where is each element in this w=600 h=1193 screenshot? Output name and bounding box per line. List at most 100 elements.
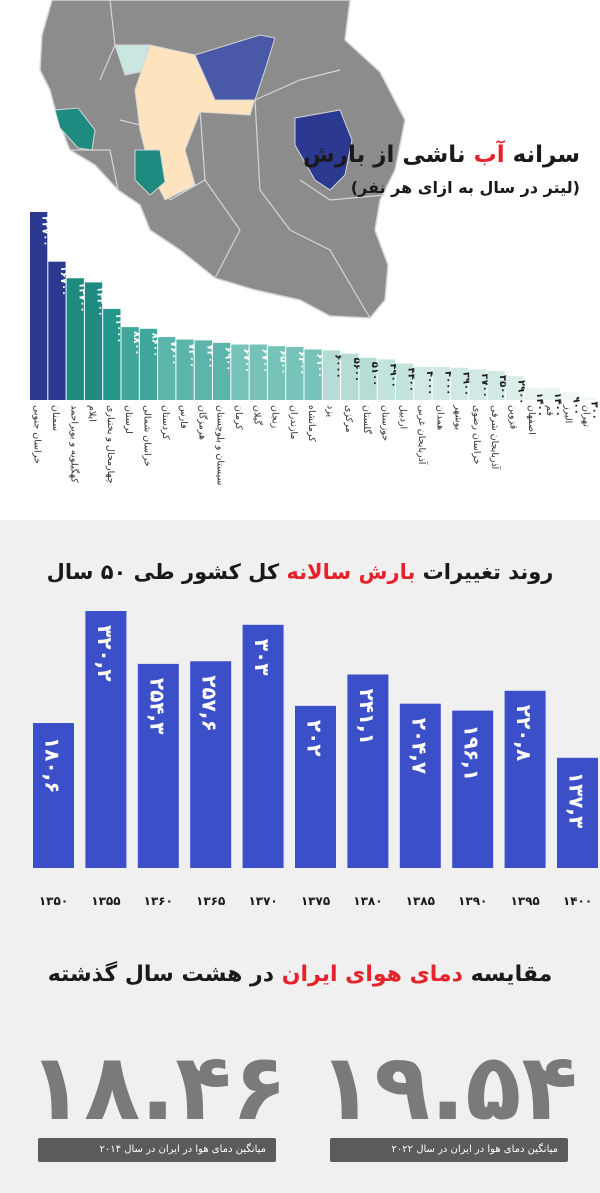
rainfall-year-label: ۱۳۹۰	[458, 894, 487, 908]
province-value-label: ۶۷۰۰	[241, 349, 252, 373]
province-value-label: ۱۴۰۰	[552, 392, 563, 416]
province-bar	[450, 367, 469, 400]
province-bar	[231, 344, 249, 400]
province-category-label: گیلان	[251, 405, 263, 426]
province-value-label: ۳۰۰	[589, 402, 600, 420]
province-value-label: ۳۹۰۰	[461, 372, 472, 396]
province-value-label: ۱۴۲۰۰	[95, 286, 106, 317]
rainfall-year-label: ۱۳۶۵	[196, 894, 225, 908]
province-bar	[377, 359, 395, 400]
province-bar	[213, 342, 231, 400]
province-value-label: ۸۸۰۰	[131, 331, 142, 355]
region-kohgiluyeh	[134, 149, 166, 196]
rainfall-year-label: ۱۳۸۰	[353, 894, 382, 908]
provinces-panel: سرانه آب ناشی از بارش (لیتر در سال به از…	[0, 0, 600, 520]
province-value-label: ۱۶۷۰۰	[58, 266, 69, 297]
rainfall-value-label: ۳۲۰,۲	[93, 625, 117, 681]
province-category-label: کرمان	[233, 405, 244, 430]
province-category-label: مازندران	[288, 405, 299, 439]
province-category-label: بوشهر	[453, 404, 464, 430]
province-category-label: تهران	[581, 405, 592, 427]
province-category-label: آذربایجان غربی	[416, 405, 429, 465]
rainfall-year-label: ۱۳۵۰	[39, 894, 68, 908]
province-category-label: آذربایجان شرقی	[489, 405, 502, 470]
province-bar	[121, 327, 139, 400]
temperature-2022-caption: میانگین دمای هوا در ایران در سال ۲۰۲۲	[330, 1138, 568, 1162]
province-category-label: کردستان	[160, 405, 171, 440]
region-south-khorasan	[294, 109, 353, 191]
province-category-label: خراسان جنوبی	[32, 405, 43, 464]
province-value-label: ۶۰۰۰	[332, 354, 343, 378]
rainfall-year-label: ۱۳۹۵	[510, 894, 539, 908]
province-category-label: لرستان	[123, 405, 134, 434]
rainfall-value-label: ۲۲۰,۸	[512, 705, 536, 761]
province-bar	[432, 366, 450, 400]
province-bar	[176, 339, 194, 400]
rainfall-bar	[399, 703, 441, 868]
province-category-label: همدان	[434, 405, 445, 430]
rainfall-value-label: ۲۰۲	[303, 720, 327, 757]
rainfall-bar	[295, 705, 336, 868]
province-category-label: مرکزی	[343, 405, 354, 433]
province-bar	[267, 346, 286, 400]
temperature-2014-caption: میانگین دمای هوا در ایران در سال ۲۰۱۴	[38, 1138, 276, 1162]
province-bar	[341, 353, 359, 400]
province-value-label: ۲۲۷۰۰	[40, 216, 51, 247]
temperature-2022-value: ۱۹.۵۴	[318, 1034, 580, 1141]
rainfall-bar	[557, 757, 598, 868]
rainfall-year-label: ۱۳۵۵	[91, 894, 120, 908]
rainfall-year-label: ۱۳۷۵	[301, 894, 330, 908]
province-bar	[487, 371, 505, 400]
province-value-label: ۹۰۰	[570, 397, 581, 415]
rainfall-bar	[137, 663, 179, 868]
province-bar	[66, 278, 84, 400]
rainfall-bar	[347, 674, 389, 868]
province-category-label: کهگیلویه و بویراحمد	[68, 405, 80, 483]
province-bar	[469, 369, 487, 400]
province-value-label: ۷۳۰۰	[186, 344, 197, 368]
province-value-label: ۲۹۰۰	[515, 380, 526, 404]
province-category-label: البرز	[562, 404, 573, 423]
province-category-label: سیستان و بلوچستان	[215, 405, 226, 485]
rainfall-bar	[242, 624, 284, 868]
region-semnan	[194, 34, 276, 101]
province-bar	[579, 397, 597, 400]
province-value-label: ۳۷۰۰	[479, 373, 490, 397]
province-category-label: ایلام	[87, 405, 98, 422]
province-category-label: کرمانشاه	[306, 405, 317, 442]
rainfall-year-label: ۱۳۶۰	[144, 894, 173, 908]
province-bar	[505, 375, 524, 400]
province-value-label: ۶۱۰۰	[314, 353, 325, 377]
province-bar	[322, 350, 341, 400]
rainfall-value-label: ۲۴۱,۱	[355, 688, 379, 744]
province-bar	[542, 388, 560, 400]
province-category-label: خراسان رضوی	[471, 405, 482, 465]
province-bar	[286, 346, 304, 400]
rainfall-chart-title: روند تغییرات بارش سالانه کل کشور طی ۵۰ س…	[46, 560, 554, 584]
province-bar	[48, 261, 66, 400]
province-value-label: ۶۴۰۰	[296, 351, 307, 375]
provinces-chart-title: سرانه آب ناشی از بارش	[303, 142, 580, 168]
province-category-label: فارس	[178, 405, 189, 429]
province-bar	[396, 363, 414, 400]
province-value-label: ۳۵۰۰	[497, 375, 508, 399]
rainfall-value-label: ۲۵۴,۳	[145, 678, 169, 734]
province-bar	[84, 282, 103, 400]
province-bar	[103, 308, 121, 400]
rainfall-bar	[190, 661, 232, 868]
province-value-label: ۶۷۰۰	[259, 349, 270, 373]
rainfall-value-label: ۱۸۰,۶	[41, 737, 65, 793]
rainfall-value-label: ۱۹۶,۱	[460, 725, 484, 781]
rainfall-value-label: ۲۰۴,۷	[407, 718, 431, 774]
province-bar	[194, 340, 212, 400]
province-value-label: ۱۴۰۰	[534, 392, 545, 416]
province-category-label: چهارمحال و بختیاری	[105, 405, 116, 484]
province-category-label: سمنان	[50, 405, 61, 431]
province-category-label: زنجان	[270, 405, 281, 429]
temperature-title: مقایسه دمای هوای ایران در هشت سال گذشته	[47, 962, 553, 987]
rainfall-year-label: ۱۳۸۵	[406, 894, 435, 908]
temperature-2014-value: ۱۸.۴۶	[28, 1034, 290, 1141]
province-value-label: ۵۱۰۰	[369, 362, 380, 386]
province-bar	[158, 337, 176, 400]
region-ilam	[54, 107, 96, 151]
